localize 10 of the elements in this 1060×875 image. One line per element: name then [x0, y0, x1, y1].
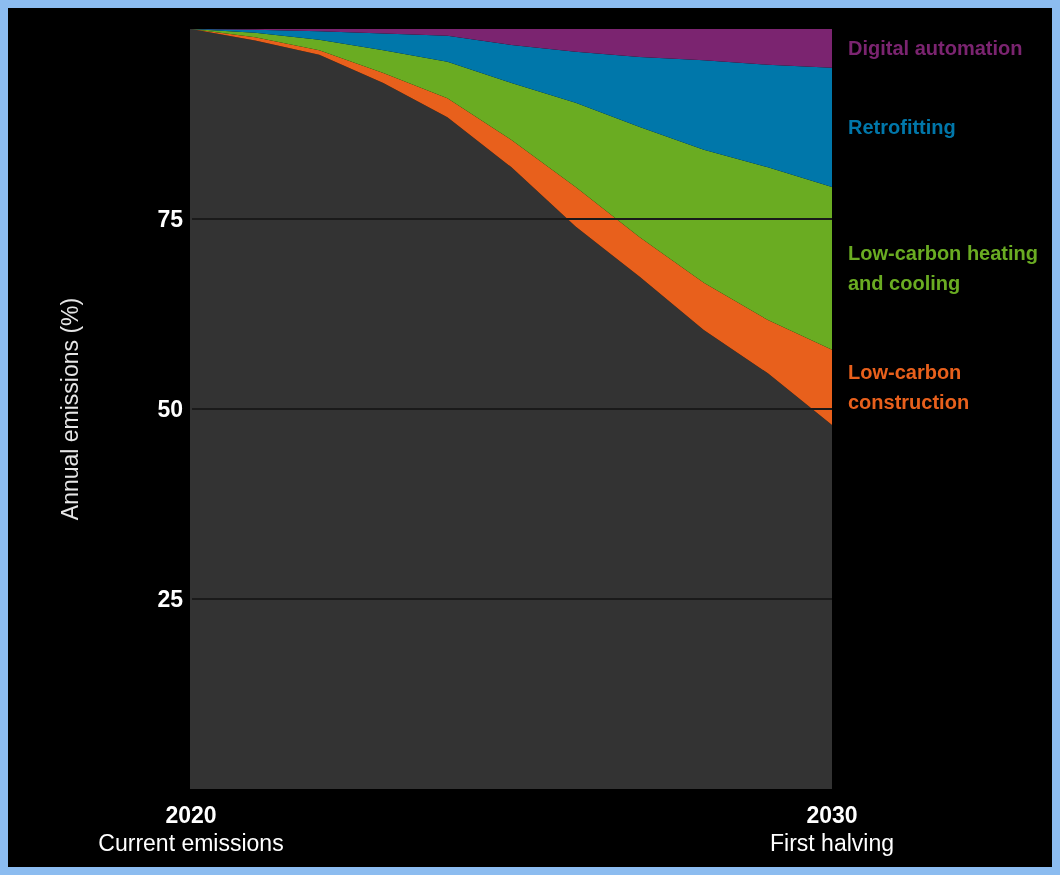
- x-tick-label: 2020 Current emissions: [98, 802, 284, 856]
- y-tick-label: 50: [157, 396, 183, 423]
- y-tick-label: 75: [157, 206, 184, 233]
- series-label: Digital automation: [848, 37, 1023, 60]
- x-tick-label: 2030 First halving: [770, 802, 894, 856]
- series-label: Low-carbon construction: [848, 361, 970, 414]
- series-label: Low-carbon heating and cooling: [848, 242, 1038, 295]
- series-label: Retrofitting: [848, 116, 956, 139]
- y-tick-label: 25: [157, 586, 184, 613]
- y-axis-title: Annual emissions (%): [57, 297, 84, 521]
